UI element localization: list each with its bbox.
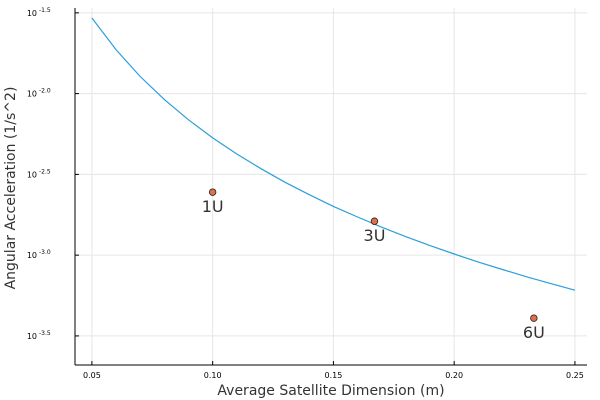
x-axis-label: Average Satellite Dimension (m): [217, 383, 444, 399]
x-tick-label: 0.25: [566, 371, 584, 380]
y-tick-exponent: -2.0: [39, 88, 51, 95]
y-tick-label: 10 -3.5: [27, 330, 51, 341]
curve-line: [91, 17, 576, 291]
grid: [75, 8, 587, 365]
x-tick-label: 0.15: [325, 371, 343, 380]
y-tick-exponent: -3.0: [39, 249, 51, 256]
data-point: [370, 217, 379, 225]
y-tick-base: 10: [27, 332, 37, 341]
y-tick-label: 10 -3.0: [27, 249, 51, 260]
y-tick-base: 10: [27, 90, 37, 99]
axes: [74, 8, 587, 366]
y-tick-exponent: -1.5: [39, 7, 51, 14]
y-tick-label: 10 -1.5: [27, 7, 51, 18]
point-label: 1U: [202, 197, 224, 216]
y-tick-exponent: -2.5: [39, 168, 51, 175]
y-tick-label: 10 -2.5: [27, 168, 51, 179]
x-tick-label: 0.05: [83, 371, 101, 380]
y-ticks: 10 -1.510 -2.010 -2.510 -3.010 -3.5: [27, 7, 79, 341]
y-tick-label: 10 -2.0: [27, 88, 51, 99]
series-line: [91, 17, 576, 291]
y-tick-base: 10: [27, 170, 37, 179]
y-axis-label: Angular Acceleration (1/s^2): [3, 87, 19, 290]
x-ticks: 0.05 0.10 0.15 0.20 0.25: [83, 361, 584, 380]
point-label: 6U: [523, 323, 545, 342]
data-point: [530, 314, 538, 322]
point-label: 3U: [364, 226, 386, 245]
x-tick-label: 0.20: [445, 371, 463, 380]
data-point: [208, 188, 217, 196]
series-points: 1U 3U 6U: [202, 188, 545, 342]
y-tick-base: 10: [27, 251, 37, 260]
y-tick-exponent: -3.5: [39, 330, 51, 337]
x-tick-label: 0.10: [204, 371, 222, 380]
y-tick-base: 10: [27, 9, 37, 18]
